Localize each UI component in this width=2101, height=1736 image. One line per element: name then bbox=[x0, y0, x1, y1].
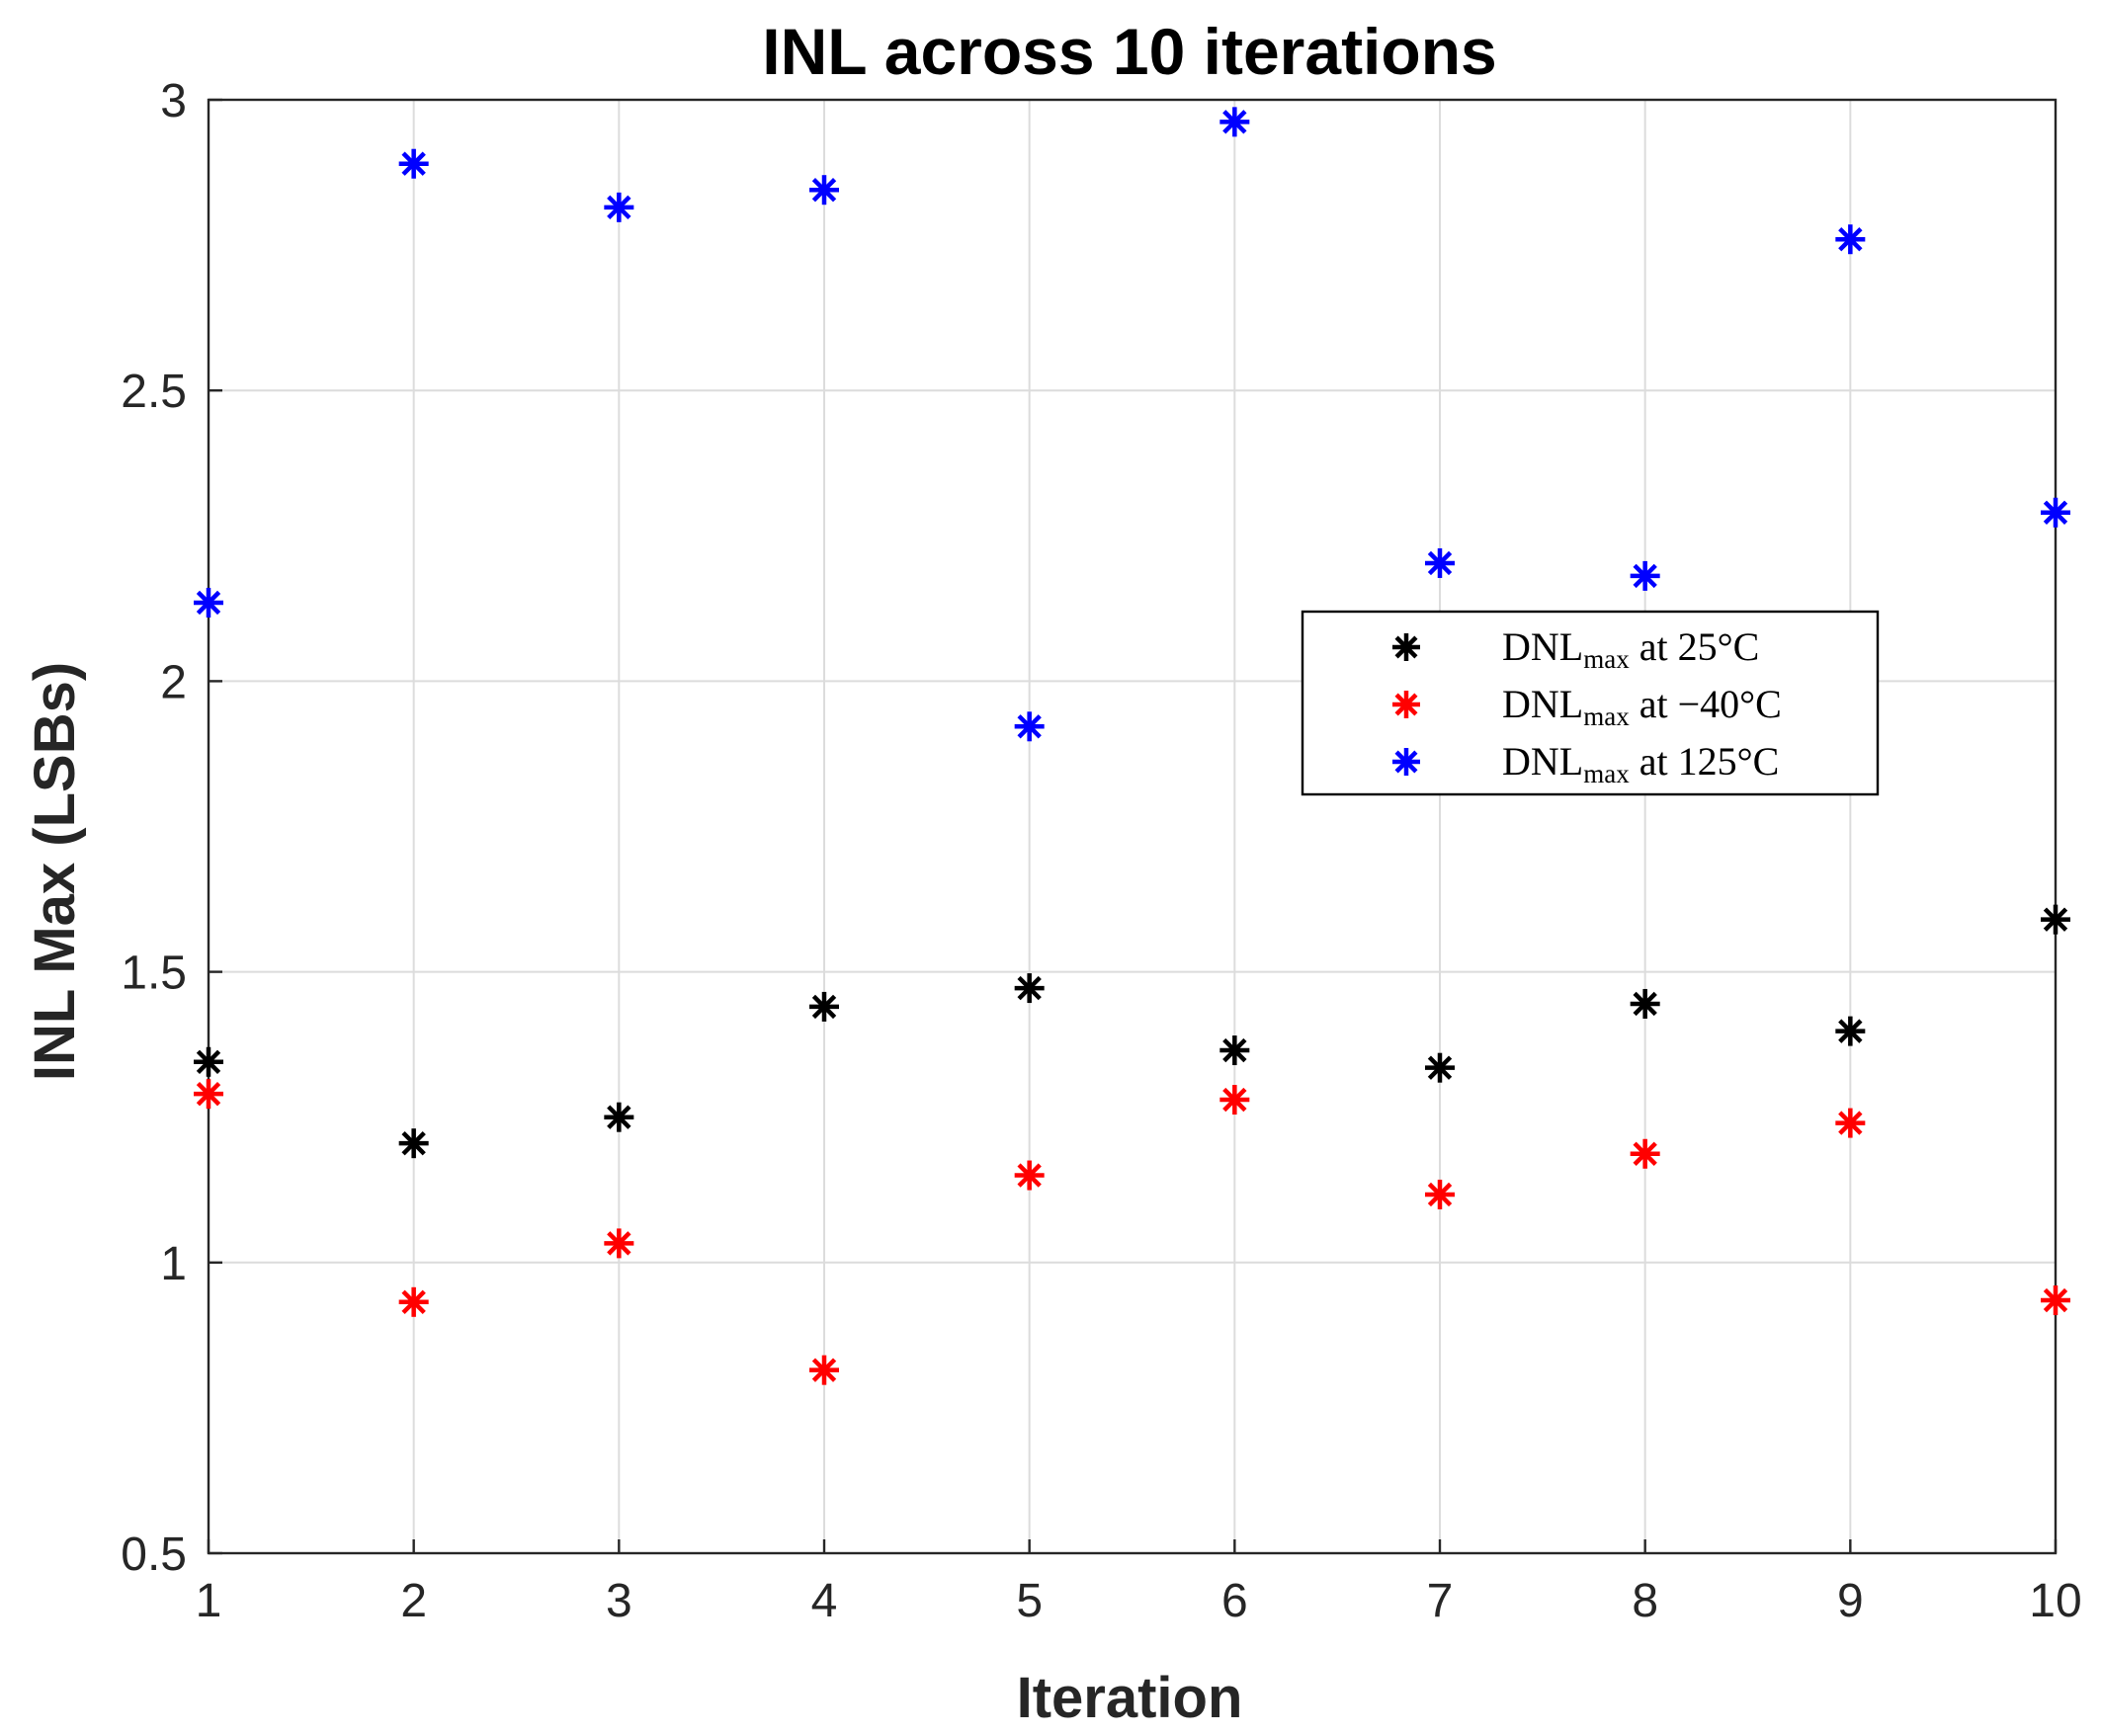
data-point-series-2 bbox=[809, 175, 839, 206]
x-tick-label: 4 bbox=[811, 1575, 838, 1627]
chart-title: INL across 10 iterations bbox=[762, 15, 1496, 88]
data-point-series-2 bbox=[194, 587, 223, 618]
data-point-series-0 bbox=[604, 1102, 634, 1132]
data-point-series-1 bbox=[604, 1228, 634, 1259]
y-tick-label: 3 bbox=[160, 75, 187, 127]
data-point-series-1 bbox=[809, 1355, 839, 1385]
data-point-series-2 bbox=[604, 192, 634, 222]
y-axis-title: INL Max (LSBs) bbox=[23, 662, 87, 1081]
legend-label-1: DNLmax at −40°C bbox=[1502, 682, 1782, 731]
data-point-series-1 bbox=[2041, 1285, 2070, 1316]
data-point-series-2 bbox=[1219, 107, 1250, 137]
data-point-series-0 bbox=[1014, 973, 1045, 1004]
data-point-series-2 bbox=[398, 148, 429, 179]
legend-marker-2 bbox=[1392, 748, 1420, 776]
y-tick-label: 2.5 bbox=[121, 366, 187, 418]
x-tick-labels: 1 2 3 4 5 6 7 8 9 10 bbox=[196, 1575, 2082, 1627]
plot-frame bbox=[207, 98, 2058, 1555]
legend-entries: DNLmax at 25°C DNLmax at −40°C DNLmax at 1… bbox=[1392, 624, 1782, 788]
legend-marker-0 bbox=[1392, 633, 1420, 661]
data-point-series-0 bbox=[1630, 988, 1660, 1019]
x-tick-label: 10 bbox=[2029, 1575, 2081, 1627]
x-tick-label: 1 bbox=[196, 1575, 222, 1627]
data-markers bbox=[194, 107, 2070, 1385]
data-point-series-1 bbox=[1219, 1085, 1250, 1116]
data-point-series-0 bbox=[809, 991, 839, 1022]
x-tick-label: 8 bbox=[1632, 1575, 1658, 1627]
y-tick-label: 0.5 bbox=[121, 1529, 187, 1581]
data-point-series-0 bbox=[1835, 1016, 1866, 1046]
data-point-series-0 bbox=[398, 1128, 429, 1159]
data-point-series-0 bbox=[1219, 1035, 1250, 1066]
data-point-series-2 bbox=[1835, 224, 1866, 255]
x-tick-label: 9 bbox=[1837, 1575, 1864, 1627]
data-point-series-1 bbox=[1014, 1160, 1045, 1191]
x-tick-label: 2 bbox=[400, 1575, 427, 1627]
legend-marker-1 bbox=[1392, 691, 1420, 718]
data-point-series-0 bbox=[2041, 904, 2070, 935]
y-tick-label: 2 bbox=[160, 656, 187, 708]
data-point-series-2 bbox=[1014, 711, 1045, 742]
x-tick-label: 5 bbox=[1016, 1575, 1043, 1627]
data-point-series-0 bbox=[194, 1046, 223, 1077]
x-axis-title: Iteration bbox=[1017, 1666, 1243, 1730]
x-tick-label: 7 bbox=[1427, 1575, 1454, 1627]
data-point-series-1 bbox=[1835, 1108, 1866, 1138]
x-tick-label: 6 bbox=[1221, 1575, 1248, 1627]
data-point-series-2 bbox=[1425, 547, 1455, 578]
data-point-series-0 bbox=[1425, 1052, 1455, 1083]
axis-ticks bbox=[207, 98, 2058, 1555]
legend-label-0: DNLmax at 25°C bbox=[1502, 624, 1759, 674]
data-point-series-2 bbox=[1630, 560, 1660, 591]
data-point-series-1 bbox=[1630, 1138, 1660, 1169]
legend-label-2: DNLmax at 125°C bbox=[1502, 739, 1779, 788]
x-tick-label: 3 bbox=[606, 1575, 632, 1627]
legend: DNLmax at 25°C DNLmax at −40°C DNLmax at 1… bbox=[1301, 610, 1880, 796]
y-tick-label: 1 bbox=[160, 1238, 187, 1290]
data-point-series-1 bbox=[1425, 1179, 1455, 1209]
y-tick-labels: 0.5 1 1.5 2 2.5 3 bbox=[121, 75, 187, 1581]
data-point-series-1 bbox=[194, 1079, 223, 1110]
data-point-series-2 bbox=[2041, 497, 2070, 528]
data-point-series-1 bbox=[398, 1286, 429, 1317]
y-tick-label: 1.5 bbox=[121, 948, 187, 1000]
